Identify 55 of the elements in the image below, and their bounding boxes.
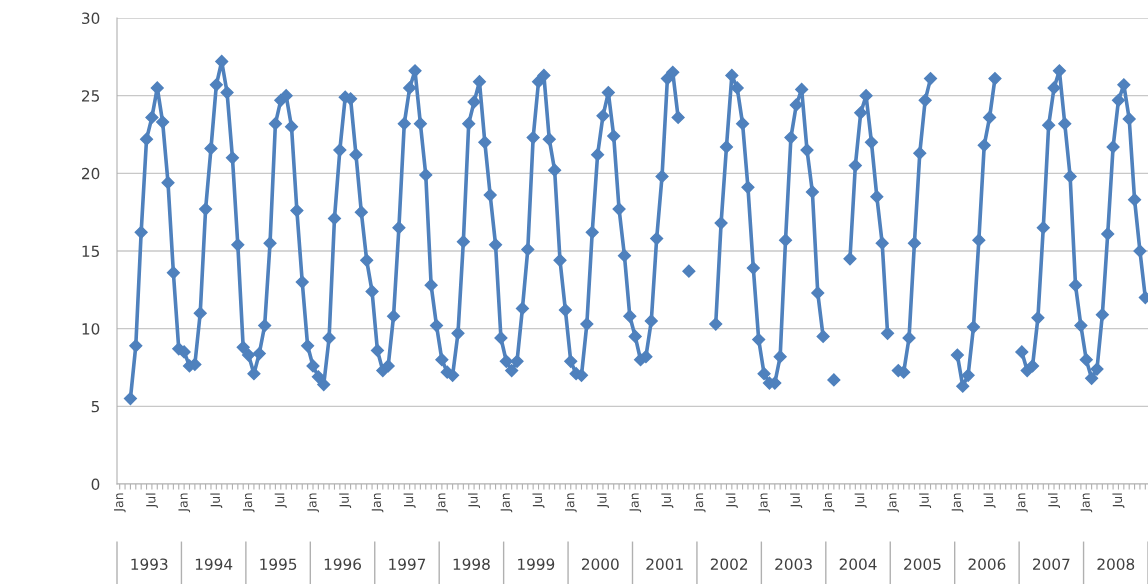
x-tick-label: Jul — [468, 493, 481, 509]
text: 2001 — [646, 558, 683, 570]
y-tick-label: 10 — [82, 323, 100, 335]
text: 2007 — [1033, 558, 1070, 570]
text: 1998 — [453, 558, 490, 570]
x-tick-label: Jan — [565, 493, 577, 513]
x-tick-label: Jan — [1016, 493, 1028, 513]
x-tick-label: Jan — [887, 493, 899, 513]
x-tick-label: Jul — [854, 493, 867, 509]
x-tick-label: Jul — [403, 493, 416, 509]
text: 2004 — [839, 558, 877, 570]
x-tick-label: Jan — [371, 493, 384, 513]
text: 1996 — [324, 558, 362, 570]
x-tick-label: Jan — [1080, 493, 1093, 513]
x-tick-label: Jan — [693, 493, 706, 513]
x-tick-label: Jan — [242, 493, 255, 513]
x-tick-label: Jan — [951, 493, 964, 513]
x-tick-label: Jul — [790, 493, 803, 509]
x-tick-label: Jan — [629, 493, 642, 513]
x-tick-label: Jul — [983, 493, 996, 509]
x-tick-label: Jan — [114, 493, 126, 513]
y-tick-label: 0 — [91, 478, 100, 491]
text: 1994 — [195, 558, 233, 570]
y-tick-label: 30 — [82, 12, 100, 25]
text: 2005 — [904, 558, 941, 570]
x-tick-label: Jan — [822, 493, 835, 513]
y-tick-label: 5 — [91, 401, 99, 413]
x-tick-label: Jul — [210, 493, 223, 509]
x-tick-label: Jul — [274, 493, 287, 509]
x-tick-label: Jan — [436, 493, 448, 513]
text: 1995 — [260, 558, 297, 570]
x-tick-label: Jul — [339, 493, 352, 509]
x-tick-label: Jan — [307, 493, 319, 513]
text: 1999 — [518, 558, 555, 570]
x-tick-label: Jul — [532, 493, 545, 509]
text: 2008 — [1097, 558, 1135, 570]
text: 2006 — [968, 558, 1006, 570]
text: 2002 — [710, 558, 748, 570]
text: 2000 — [581, 558, 619, 570]
x-tick-label: Jan — [758, 493, 771, 513]
x-tick-label: Jul — [661, 493, 674, 509]
text: 1993 — [131, 558, 168, 570]
text: 1997 — [389, 558, 426, 570]
y-tick-label: 25 — [82, 90, 99, 102]
y-tick-label: 20 — [82, 167, 100, 180]
x-tick-label: Jul — [1112, 493, 1125, 509]
x-tick-label: Jan — [500, 493, 513, 513]
x-tick-label: Jul — [725, 493, 738, 509]
y-tick-label: 15 — [82, 245, 99, 258]
text: 2003 — [775, 558, 812, 570]
x-tick-label: Jul — [596, 493, 609, 509]
x-tick-label: Jul — [1047, 493, 1060, 509]
x-tick-label: Jan — [178, 493, 191, 513]
x-tick-label: Jul — [919, 493, 932, 509]
x-tick-label: Jul — [145, 493, 158, 509]
